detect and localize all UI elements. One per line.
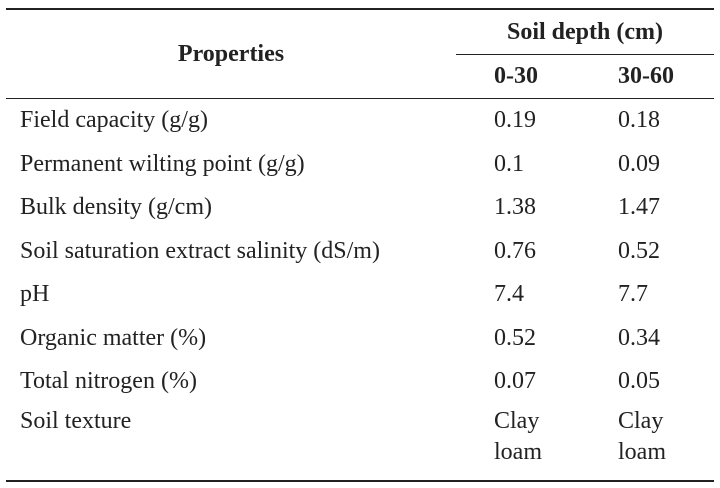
- soil-depth-group-header: Soil depth (cm): [456, 9, 714, 55]
- value-30-60: 0.09: [618, 150, 660, 177]
- table-row: Soil saturation extract salinity (dS/m) …: [6, 230, 714, 274]
- depth-0-30-header: 0-30: [494, 63, 538, 89]
- value-30-60: 0.34: [618, 324, 660, 351]
- row-label: Total nitrogen (%): [20, 368, 197, 395]
- table-header: Properties Soil depth (cm) 0-30 30-60: [6, 9, 714, 99]
- value-0-30: 0.07: [494, 368, 536, 395]
- value-0-30: 0.52: [494, 324, 536, 351]
- depth-30-60-header: 30-60: [618, 63, 674, 89]
- row-label: Organic matter (%): [20, 324, 207, 351]
- value-0-30: 0.76: [494, 237, 536, 264]
- value-30-60: 0.18: [618, 107, 660, 134]
- texture-30-60: Clay loam: [618, 404, 714, 481]
- texture-0-30-line-1: Clay: [494, 407, 540, 434]
- row-label: Bulk density (g/cm): [20, 194, 212, 221]
- value-0-30: 0.19: [494, 107, 536, 134]
- table-row-soil-texture: Soil texture Clay loam Clay loam: [6, 404, 714, 481]
- soil-properties-table: Properties Soil depth (cm) 0-30 30-60 Fi…: [6, 8, 714, 482]
- table-row: Total nitrogen (%) 0.07 0.05: [6, 360, 714, 404]
- table-row: Bulk density (g/cm) 1.38 1.47: [6, 186, 714, 230]
- properties-header: Properties: [177, 40, 285, 67]
- texture-0-30: Clay loam: [456, 404, 618, 481]
- texture-30-60-line-2: loam: [618, 438, 666, 465]
- value-0-30: 7.4: [494, 281, 524, 308]
- texture-0-30-line-2: loam: [494, 438, 542, 465]
- table-row: Field capacity (g/g) 0.19 0.18: [6, 99, 714, 143]
- table-body: Field capacity (g/g) 0.19 0.18 Permanent…: [6, 99, 714, 481]
- row-label: Field capacity (g/g): [20, 107, 208, 134]
- value-30-60: 0.05: [618, 368, 660, 395]
- row-label: Soil saturation extract salinity (dS/m): [20, 237, 380, 264]
- table-row: Permanent wilting point (g/g) 0.1 0.09: [6, 143, 714, 187]
- value-30-60: 1.47: [618, 194, 660, 221]
- table-row: pH 7.4 7.7: [6, 273, 714, 317]
- value-0-30: 0.1: [494, 150, 524, 177]
- row-label: Soil texture: [20, 407, 132, 434]
- value-30-60: 7.7: [618, 281, 648, 308]
- texture-30-60-line-1: Clay: [618, 407, 664, 434]
- row-label: pH: [20, 281, 50, 308]
- row-label: Permanent wilting point (g/g): [20, 150, 305, 177]
- value-0-30: 1.38: [494, 194, 536, 221]
- value-30-60: 0.52: [618, 237, 660, 264]
- table-row: Organic matter (%) 0.52 0.34: [6, 317, 714, 361]
- header-row-top: Properties Soil depth (cm): [6, 9, 714, 67]
